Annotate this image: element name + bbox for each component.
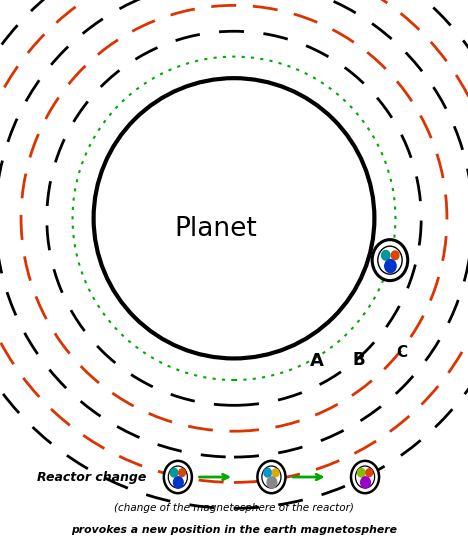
Circle shape (366, 469, 373, 476)
Circle shape (372, 240, 408, 281)
Circle shape (179, 469, 185, 476)
Circle shape (164, 461, 192, 493)
Circle shape (168, 466, 187, 488)
Circle shape (351, 461, 379, 493)
Text: C: C (396, 344, 407, 360)
Text: A: A (310, 352, 324, 370)
Circle shape (356, 466, 374, 488)
Text: provokes a new position in the earth magnetosphere: provokes a new position in the earth mag… (71, 525, 397, 535)
Text: (change of the magnetosphere of the reactor): (change of the magnetosphere of the reac… (114, 503, 354, 513)
Circle shape (257, 461, 285, 493)
Text: Reactor change: Reactor change (37, 471, 147, 483)
Circle shape (381, 251, 390, 260)
Text: Planet: Planet (174, 216, 256, 242)
Circle shape (262, 466, 281, 488)
Circle shape (378, 246, 402, 274)
Circle shape (174, 477, 183, 488)
Circle shape (272, 469, 279, 476)
Circle shape (361, 477, 370, 488)
Circle shape (267, 477, 277, 488)
Circle shape (170, 468, 178, 477)
Ellipse shape (94, 78, 374, 358)
Circle shape (264, 468, 271, 477)
Circle shape (391, 251, 399, 260)
Circle shape (385, 259, 396, 273)
Circle shape (358, 468, 365, 477)
Text: B: B (353, 351, 366, 369)
